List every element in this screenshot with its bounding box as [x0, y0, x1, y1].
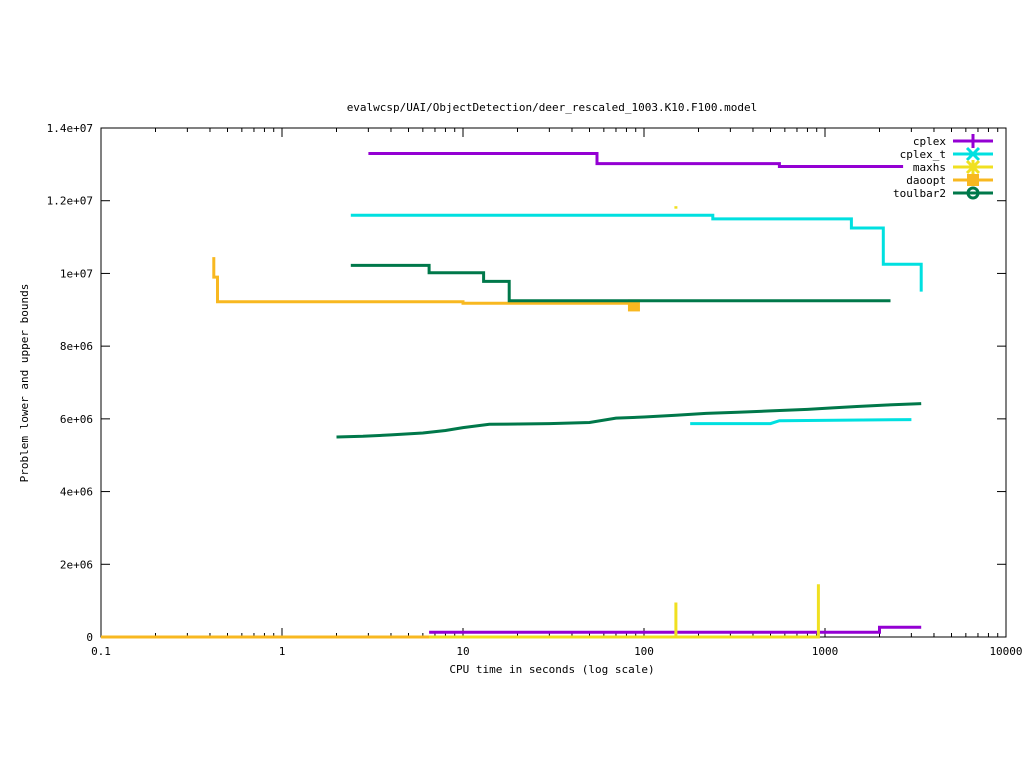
series-line-daoopt — [212, 257, 634, 305]
series-daoopt — [101, 257, 640, 639]
y-axis-label: Problem lower and upper bounds — [18, 284, 31, 483]
x-tick-label: 1 — [279, 645, 286, 658]
series-line-toulbar2 — [350, 263, 891, 303]
x-tick-label: 10000 — [989, 645, 1022, 658]
series-toulbar2 — [336, 263, 922, 439]
y-tick-label: 1e+07 — [60, 267, 93, 280]
legend-marker-star — [965, 159, 981, 175]
series-line-cplex — [429, 625, 922, 634]
series-line-maxhs — [101, 584, 820, 639]
legend-marker-plus — [966, 134, 980, 148]
x-axis-ticks: 0.1 1 10 100 1000 10000 — [91, 128, 1023, 658]
x-tick-label: 0.1 — [91, 645, 111, 658]
legend-label-daoopt: daoopt — [906, 174, 946, 187]
legend-label-cplex-t: cplex_t — [900, 148, 946, 161]
series-line-toulbar2 — [336, 402, 922, 439]
y-tick-label: 8e+06 — [60, 340, 93, 353]
legend-marker-circle — [966, 186, 980, 200]
x-tick-label: 10 — [456, 645, 469, 658]
y-tick-label: 2e+06 — [60, 558, 93, 571]
series-cplex-t — [350, 213, 923, 426]
chart-title: evalwcsp/UAI/ObjectDetection/deer_rescal… — [347, 101, 758, 114]
y-tick-label: 1.2e+07 — [47, 195, 93, 208]
series-cplex — [368, 152, 922, 634]
x-tick-label: 1000 — [812, 645, 839, 658]
legend-label-cplex: cplex — [913, 135, 946, 148]
series-line-cplex — [368, 152, 904, 168]
y-axis-ticks: 0 2e+06 4e+06 6e+06 8e+06 1e+07 1.2e+07 1.4e+07 — [47, 122, 1006, 644]
legend-label-toulbar2: toulbar2 — [893, 187, 946, 200]
series-point-daoopt — [627, 299, 640, 312]
x-tick-label: 100 — [634, 645, 654, 658]
legend-marker-square — [967, 174, 979, 186]
legend-marker-cross — [965, 146, 981, 162]
series-layer — [101, 152, 923, 639]
series-maxhs — [101, 206, 820, 639]
y-tick-label: 0 — [86, 631, 93, 644]
series-line-cplex-t — [690, 418, 912, 426]
x-axis-label: CPU time in seconds (log scale) — [449, 663, 654, 676]
y-tick-label: 6e+06 — [60, 413, 93, 426]
legend-label-maxhs: maxhs — [913, 161, 946, 174]
y-tick-label: 4e+06 — [60, 486, 93, 499]
series-line-cplex-t — [350, 213, 923, 292]
y-tick-label: 1.4e+07 — [47, 122, 93, 135]
